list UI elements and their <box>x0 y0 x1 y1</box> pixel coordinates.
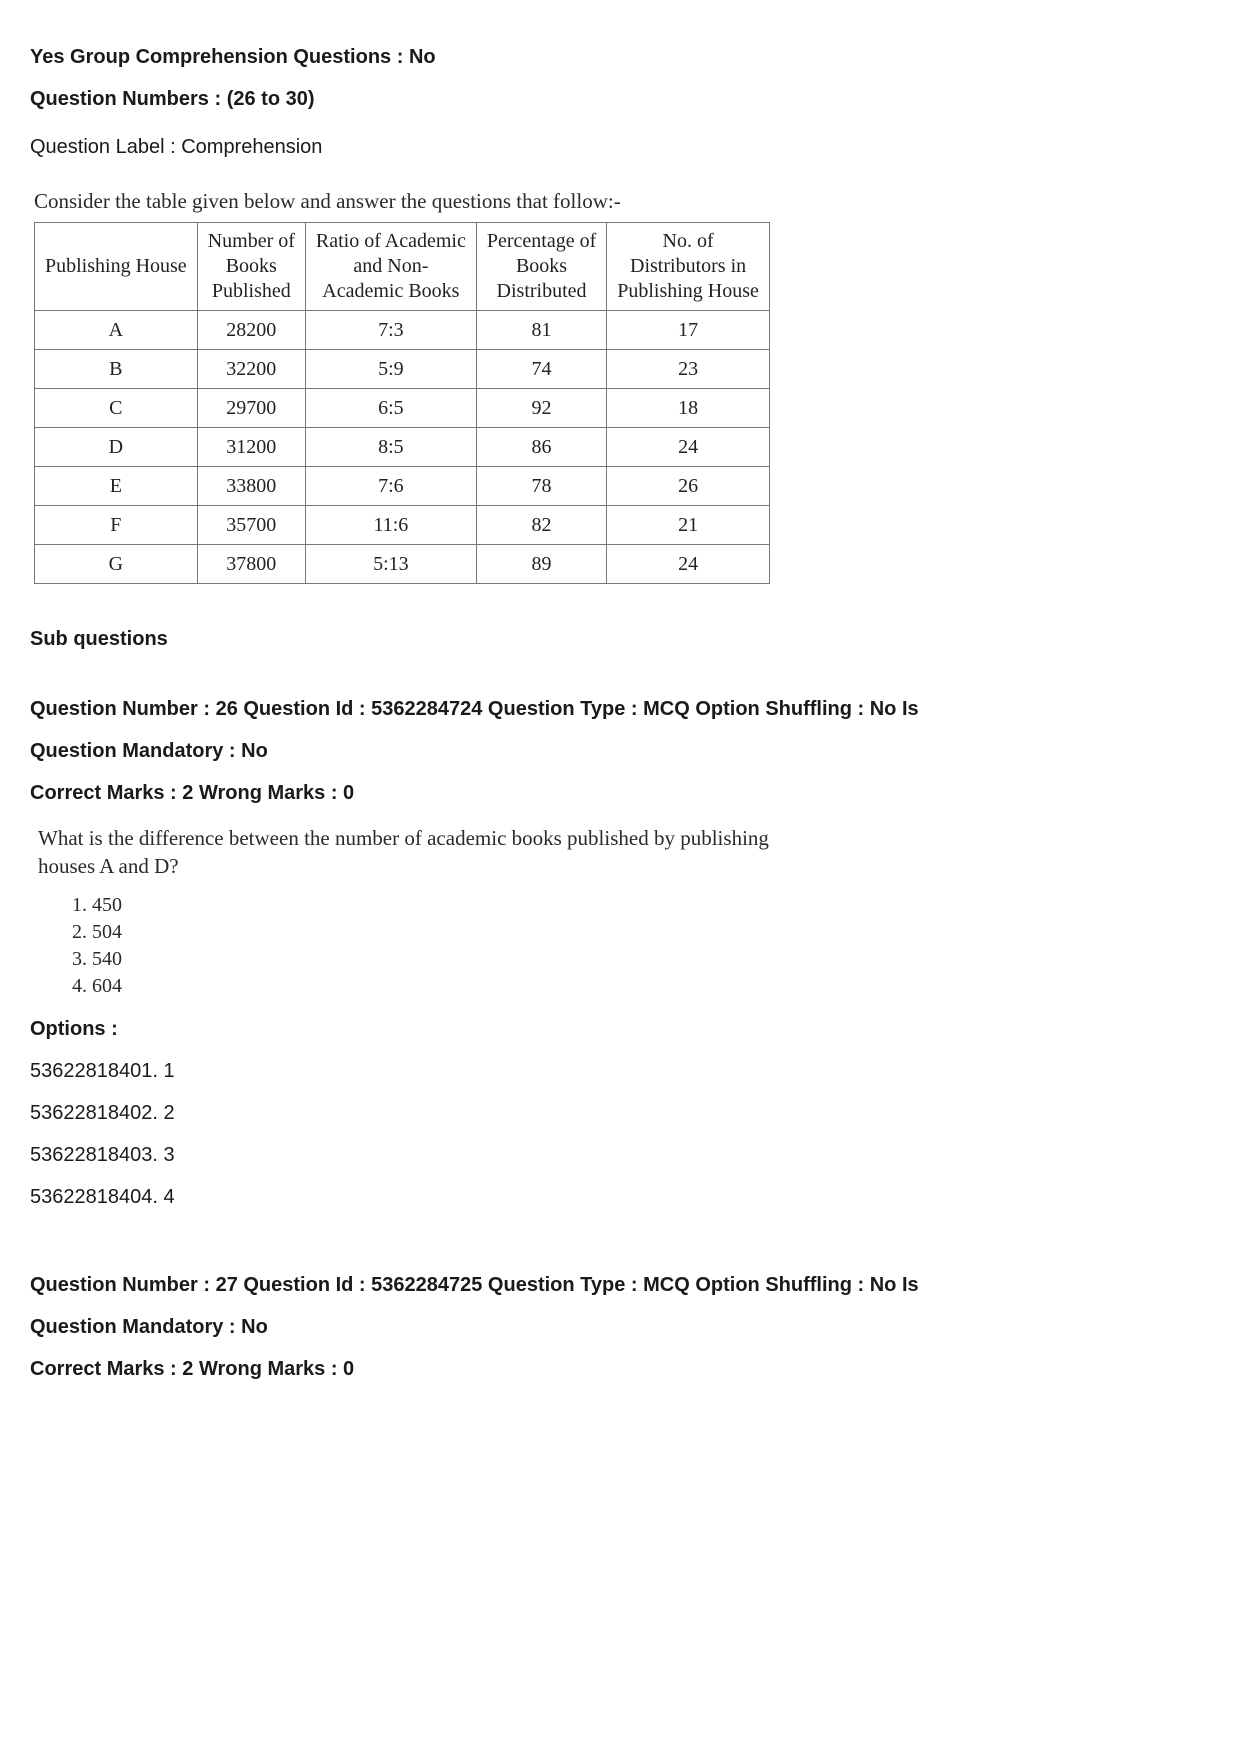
header-text: Ratio of Academic <box>316 230 466 252</box>
list-item: 604 <box>92 973 1210 1000</box>
cell-books: 29700 <box>197 388 305 427</box>
cell-books: 28200 <box>197 310 305 349</box>
table-row: D 31200 8:5 86 24 <box>35 427 770 466</box>
cell-dist: 18 <box>607 388 770 427</box>
col-publishing-house: Publishing House <box>35 222 198 310</box>
cell-dist: 24 <box>607 544 770 583</box>
cell-pct: 86 <box>476 427 606 466</box>
cell-books: 37800 <box>197 544 305 583</box>
q26-option-1: 53622818401. 1 <box>30 1056 1210 1086</box>
cell-pct: 89 <box>476 544 606 583</box>
q26-option-3: 53622818403. 3 <box>30 1140 1210 1170</box>
cell-ratio: 5:13 <box>305 544 476 583</box>
q26-meta1: Question Number : 26 Question Id : 53622… <box>30 694 1210 724</box>
header-text: Academic Books <box>322 280 459 302</box>
q26-option-2: 53622818402. 2 <box>30 1098 1210 1128</box>
cell-house: F <box>35 505 198 544</box>
header-text: No. of <box>663 230 714 252</box>
cell-pct: 92 <box>476 388 606 427</box>
header-text: Percentage of <box>487 230 596 252</box>
cell-dist: 26 <box>607 466 770 505</box>
table-header-row: Publishing House Number of Books Publish… <box>35 222 770 310</box>
cell-ratio: 5:9 <box>305 349 476 388</box>
q26-marks: Correct Marks : 2 Wrong Marks : 0 <box>30 778 1210 808</box>
q26-meta2: Question Mandatory : No <box>30 736 1210 766</box>
cell-ratio: 11:6 <box>305 505 476 544</box>
header-text: Publishing House <box>617 280 759 302</box>
cell-books: 31200 <box>197 427 305 466</box>
q27-meta2: Question Mandatory : No <box>30 1312 1210 1342</box>
list-item: 504 <box>92 919 1210 946</box>
list-item: 540 <box>92 946 1210 973</box>
header-text: Number of <box>208 230 295 252</box>
q26-answers-list: 450 504 540 604 <box>70 892 1210 1000</box>
table-row: G 37800 5:13 89 24 <box>35 544 770 583</box>
q26-options-heading: Options : <box>30 1014 1210 1044</box>
data-table: Publishing House Number of Books Publish… <box>34 222 770 584</box>
header-text: Published <box>212 280 291 302</box>
header-text: Books <box>226 255 277 277</box>
col-distributors: No. of Distributors in Publishing House <box>607 222 770 310</box>
header-text: Distributors in <box>630 255 746 277</box>
header-text: Distributed <box>497 280 587 302</box>
cell-ratio: 7:6 <box>305 466 476 505</box>
cell-dist: 23 <box>607 349 770 388</box>
cell-house: D <box>35 427 198 466</box>
cell-dist: 17 <box>607 310 770 349</box>
cell-pct: 81 <box>476 310 606 349</box>
col-percentage: Percentage of Books Distributed <box>476 222 606 310</box>
cell-pct: 78 <box>476 466 606 505</box>
q27-marks: Correct Marks : 2 Wrong Marks : 0 <box>30 1354 1210 1384</box>
cell-house: C <box>35 388 198 427</box>
col-books-published: Number of Books Published <box>197 222 305 310</box>
col-ratio: Ratio of Academic and Non- Academic Book… <box>305 222 476 310</box>
sub-questions-heading: Sub questions <box>30 624 1210 654</box>
q26-option-4: 53622818404. 4 <box>30 1182 1210 1212</box>
cell-dist: 24 <box>607 427 770 466</box>
table-row: E 33800 7:6 78 26 <box>35 466 770 505</box>
cell-books: 32200 <box>197 349 305 388</box>
q26-text: What is the difference between the numbe… <box>38 824 1210 881</box>
q26-text-l1: What is the difference between the numbe… <box>38 826 769 850</box>
cell-house: G <box>35 544 198 583</box>
cell-house: E <box>35 466 198 505</box>
table-row: A 28200 7:3 81 17 <box>35 310 770 349</box>
cell-ratio: 6:5 <box>305 388 476 427</box>
cell-books: 33800 <box>197 466 305 505</box>
question-numbers: Question Numbers : (26 to 30) <box>30 84 1210 114</box>
table-row: F 35700 11:6 82 21 <box>35 505 770 544</box>
question-label: Question Label : Comprehension <box>30 132 1210 162</box>
q26-text-l2: houses A and D? <box>38 854 179 878</box>
cell-pct: 82 <box>476 505 606 544</box>
cell-ratio: 7:3 <box>305 310 476 349</box>
group-line: Yes Group Comprehension Questions : No <box>30 42 1210 72</box>
table-row: C 29700 6:5 92 18 <box>35 388 770 427</box>
header-text: Books <box>516 255 567 277</box>
header-text: and Non- <box>353 255 428 277</box>
q27-meta1: Question Number : 27 Question Id : 53622… <box>30 1270 1210 1300</box>
cell-ratio: 8:5 <box>305 427 476 466</box>
cell-books: 35700 <box>197 505 305 544</box>
header-text: Publishing House <box>45 255 187 277</box>
list-item: 450 <box>92 892 1210 919</box>
cell-house: B <box>35 349 198 388</box>
cell-pct: 74 <box>476 349 606 388</box>
cell-dist: 21 <box>607 505 770 544</box>
cell-house: A <box>35 310 198 349</box>
comprehension-prompt: Consider the table given below and answe… <box>34 186 1210 218</box>
table-row: B 32200 5:9 74 23 <box>35 349 770 388</box>
